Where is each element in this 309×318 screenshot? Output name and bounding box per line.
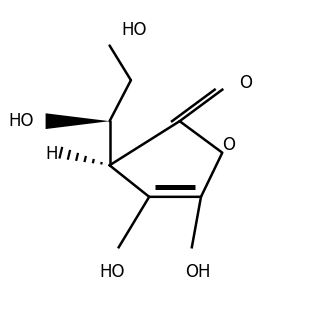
Text: H: H xyxy=(45,145,58,163)
Text: O: O xyxy=(222,136,235,154)
Text: O: O xyxy=(239,74,252,92)
Text: OH: OH xyxy=(185,263,211,281)
Polygon shape xyxy=(46,113,110,129)
Text: HO: HO xyxy=(100,263,125,281)
Text: HO: HO xyxy=(8,112,33,130)
Text: HO: HO xyxy=(122,21,147,39)
